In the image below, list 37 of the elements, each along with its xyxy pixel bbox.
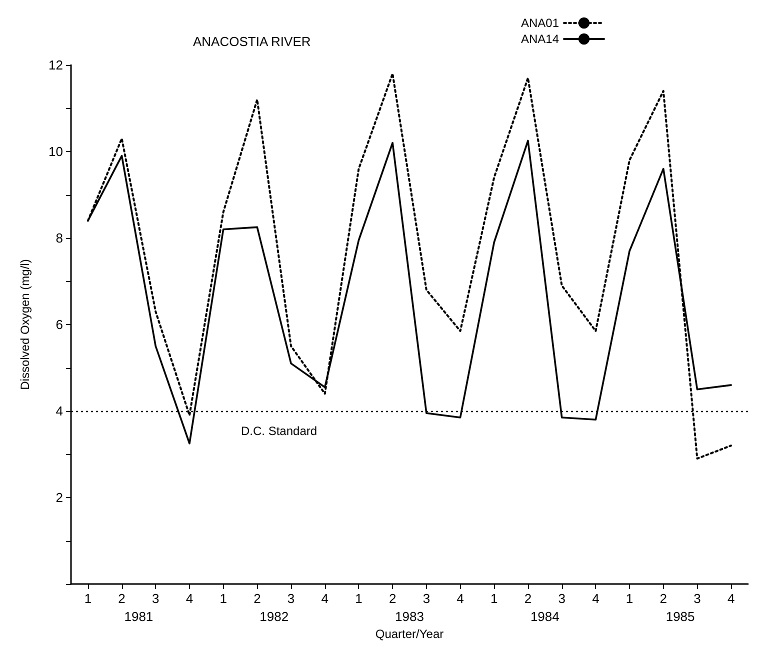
y-tick-label: 10 (48, 144, 63, 159)
ref-line-label: D.C. Standard (241, 424, 318, 438)
x-tick-label: 3 (694, 591, 701, 606)
x-tick-label: 4 (592, 591, 600, 606)
x-tick-label: 2 (524, 591, 532, 606)
x-tick-label: 3 (152, 591, 160, 606)
legend-label: ANA14 (520, 32, 560, 46)
y-tick-label: 4 (56, 404, 63, 418)
x-tick-label: 1 (355, 591, 362, 606)
x-tick-label: 2 (254, 591, 261, 606)
legend-label: ANA01 (520, 16, 560, 30)
y-axis-title: Dissolved Oxygen (mg/l) (18, 259, 32, 390)
x-tick-label: 4 (456, 591, 464, 606)
x-tick-label: 3 (558, 591, 566, 606)
x-tick-label: 4 (321, 591, 328, 606)
x-tick-label: 4 (727, 591, 735, 606)
x-tick-label: 1 (490, 591, 498, 606)
x-tick-label: 3 (287, 591, 295, 606)
x-tick-label: 4 (186, 591, 194, 606)
text: 1983 (395, 609, 424, 624)
text: 1984 (530, 609, 560, 624)
x-tick-label: 1 (626, 591, 634, 606)
y-tick-label: 6 (56, 317, 63, 332)
y-tick-label: 8 (56, 230, 63, 246)
text: 1981 (124, 609, 154, 624)
x-tick-label: 1 (84, 591, 92, 606)
x-tick-label: 3 (422, 591, 430, 606)
x-tick-label: 1 (220, 591, 227, 606)
text: 1985 (666, 609, 695, 624)
chart-title: ANACOSTIA RIVER (193, 34, 311, 49)
y-tick-label: 2 (56, 490, 63, 505)
x-tick-label: 2 (388, 591, 396, 606)
x-axis-title: Quarter/Year (375, 627, 444, 641)
text: 1982 (260, 609, 289, 624)
x-tick-label: 2 (118, 591, 126, 606)
x-tick-label: 2 (660, 591, 667, 606)
y-tick-label: 12 (48, 58, 63, 72)
